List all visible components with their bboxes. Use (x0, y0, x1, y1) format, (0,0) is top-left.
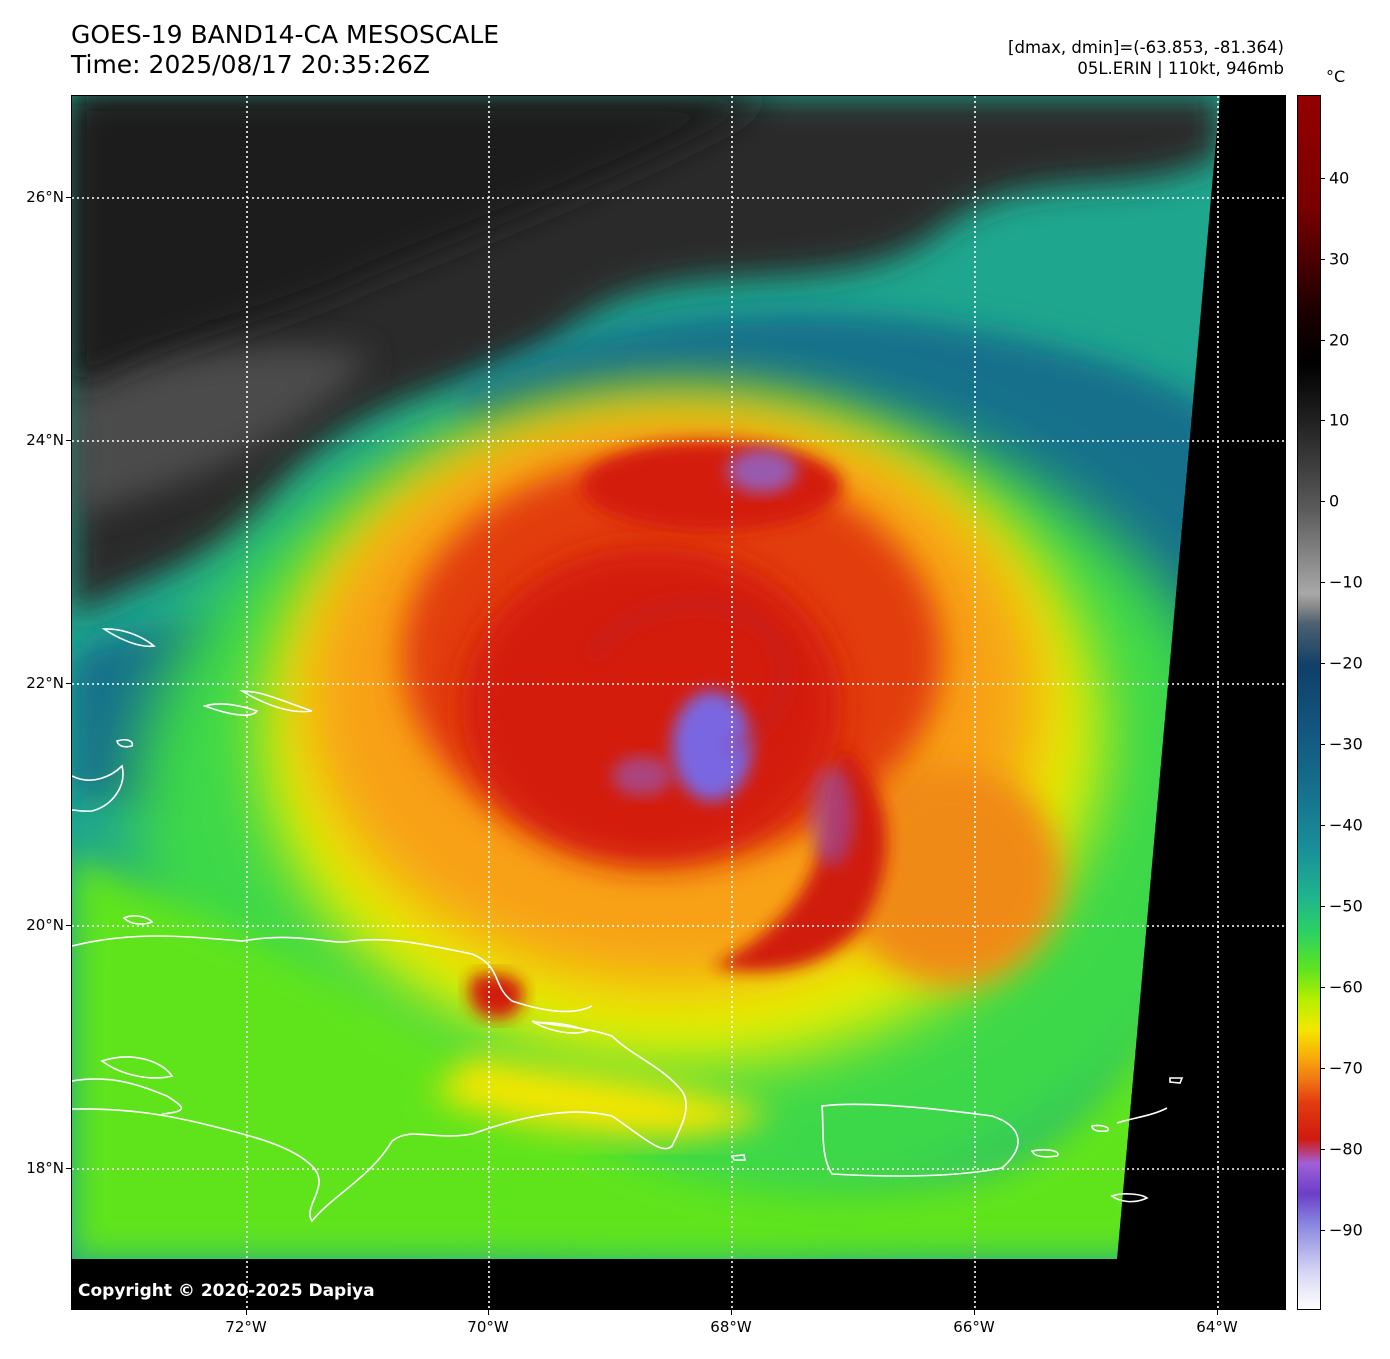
turks-island-a (202, 703, 259, 716)
vieques (1030, 1149, 1059, 1158)
colorbar-tick-minus50: −50 (1329, 896, 1363, 916)
colorbar-tickmark (1321, 178, 1325, 179)
satellite-map: Copyright © 2020-2025 Dapiya (71, 95, 1286, 1310)
tick-72w (246, 1310, 247, 1315)
colorbar-tick-minus10: −10 (1329, 572, 1363, 592)
colorbar-tick-minus40: −40 (1329, 815, 1363, 835)
colorbar-tickmark (1321, 1149, 1325, 1150)
map-title: GOES-19 BAND14-CA MESOSCALE Time: 2025/0… (71, 20, 499, 80)
storm-intensity: 05L.ERIN | 110kt, 946mb (1077, 59, 1284, 78)
coastlines (72, 628, 1184, 1223)
tick-26n (66, 197, 71, 198)
hispaniola-south-coast (72, 1020, 687, 1223)
colorbar-tickmark (1321, 420, 1325, 421)
mona-island (730, 1154, 746, 1161)
colorbar-tickmark (1321, 582, 1325, 583)
colorbar-tick-minus90: −90 (1329, 1220, 1363, 1240)
lon-label-70w: 70°W (467, 1318, 509, 1336)
tick-24n (66, 440, 71, 441)
puerto-rico (821, 1103, 1019, 1177)
colorbar-tickmark (1321, 744, 1325, 745)
colorbar-tick-20: 20 (1329, 330, 1350, 350)
lon-label-64w: 64°W (1196, 1318, 1238, 1336)
colorbar-tick-40: 40 (1329, 168, 1350, 188)
copyright-notice: Copyright © 2020-2025 Dapiya (78, 1281, 375, 1301)
storm-info: [dmax, dmin]=(-63.853, -81.364) 05L.ERIN… (1008, 37, 1284, 79)
colorbar-tick-30: 30 (1329, 249, 1350, 269)
haiti-peninsula (72, 1078, 183, 1115)
lat-label-26n: 26°N (26, 188, 64, 206)
lat-label-18n: 18°N (26, 1159, 64, 1177)
colorbar-tickmark (1321, 340, 1325, 341)
colorbar-tick-minus30: −30 (1329, 734, 1363, 754)
tick-70w (488, 1310, 489, 1315)
gonave-island (100, 1056, 174, 1079)
temperature-colorbar (1297, 95, 1321, 1310)
tick-20n (66, 925, 71, 926)
infrared-imagery (72, 96, 1285, 1309)
lat-label-20n: 20°N (26, 916, 64, 934)
virgin-islands (1091, 1124, 1110, 1133)
title-product: GOES-19 BAND14-CA MESOSCALE (71, 20, 500, 49)
colorbar-tick-0: 0 (1329, 491, 1340, 511)
lon-label-68w: 68°W (710, 1318, 752, 1336)
colorbar-tickmark (1321, 1230, 1325, 1231)
lat-label-24n: 24°N (26, 431, 64, 449)
colorbar-tick-minus80: −80 (1329, 1139, 1363, 1159)
colorbar-tickmark (1321, 906, 1325, 907)
tick-22n (66, 683, 71, 684)
colorbar-tickmark (1321, 987, 1325, 988)
caicos-island (239, 690, 313, 713)
colorbar-tick-minus60: −60 (1329, 977, 1363, 997)
caicos-coast (72, 764, 124, 813)
hispaniola-north-coast (72, 935, 593, 1013)
great-inagua-north (116, 739, 134, 748)
st-croix (1110, 1193, 1149, 1203)
colorbar-tick-10: 10 (1329, 410, 1350, 430)
mayaguana-island (101, 628, 156, 648)
samana-peninsula (532, 1021, 590, 1034)
tick-68w (731, 1310, 732, 1315)
lat-label-22n: 22°N (26, 674, 64, 692)
colorbar-unit: °C (1326, 67, 1346, 86)
tick-66w (974, 1310, 975, 1315)
colorbar-tick-minus20: −20 (1329, 653, 1363, 673)
colorbar-tick-minus70: −70 (1329, 1058, 1363, 1078)
tick-64w (1217, 1310, 1218, 1315)
tick-18n (66, 1168, 71, 1169)
colorbar-tickmark (1321, 663, 1325, 664)
anguilla (1169, 1077, 1184, 1084)
colorbar-tickmark (1321, 1068, 1325, 1069)
cloud-imagery (72, 96, 1220, 1259)
temperature-range: [dmax, dmin]=(-63.853, -81.364) (1008, 38, 1284, 57)
colorbar-tickmark (1321, 501, 1325, 502)
colorbar-tickmark (1321, 259, 1325, 260)
lon-label-66w: 66°W (953, 1318, 995, 1336)
tortuga-island (122, 915, 154, 925)
title-time: Time: 2025/08/17 20:35:26Z (71, 50, 430, 79)
colorbar-tickmark (1321, 825, 1325, 826)
lon-label-72w: 72°W (225, 1318, 267, 1336)
virgin-islands-east (1116, 1107, 1168, 1124)
